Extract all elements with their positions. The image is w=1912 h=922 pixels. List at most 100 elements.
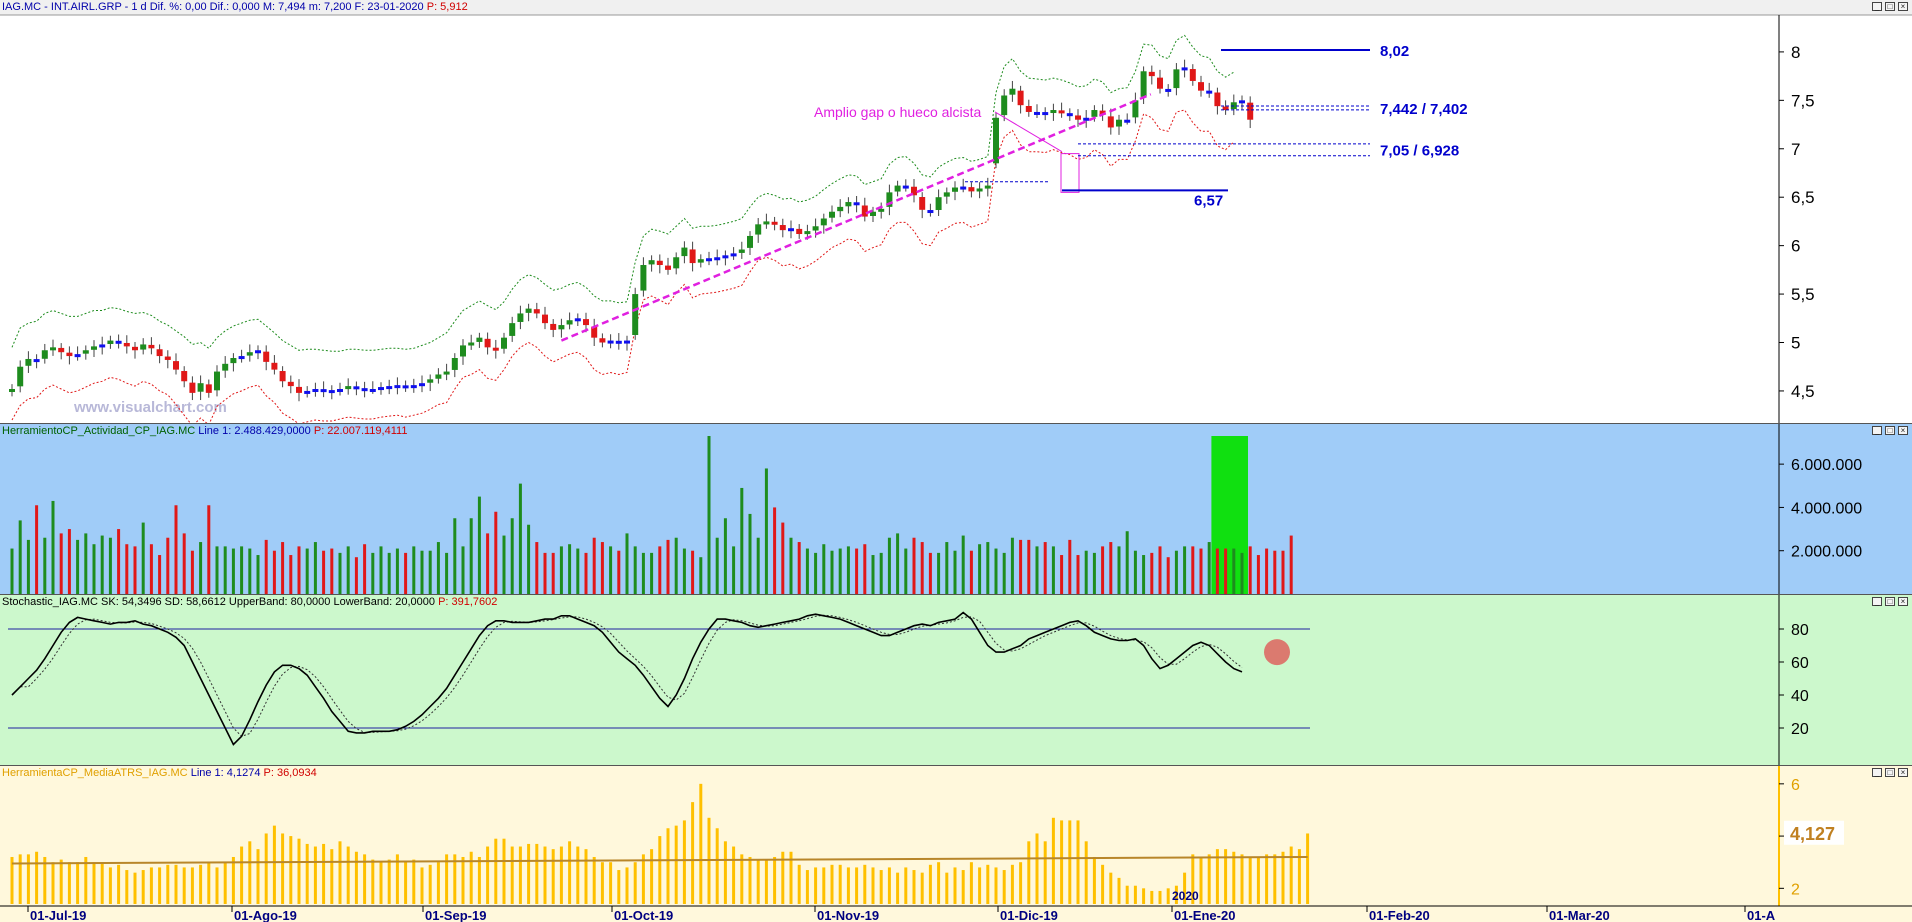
- candle: [156, 349, 163, 357]
- candle: [1058, 110, 1065, 114]
- volume-bar: [855, 548, 859, 594]
- volume-title-name: HerramientoCP_Actividad_CP_IAG.MC: [2, 425, 196, 437]
- candle: [148, 344, 155, 349]
- atr-bar: [1191, 854, 1195, 904]
- atr-bar: [272, 825, 276, 904]
- atr-title-name: HerramientaCP_MediaATRS_IAG.MC: [2, 767, 188, 779]
- stoch-sd-line: [11, 614, 1243, 737]
- minimize-icon[interactable]: _: [1872, 768, 1882, 777]
- panel-separator[interactable]: [0, 423, 1912, 424]
- atr-chart[interactable]: 2464,12701-Jul-1901-Ago-1901-Sep-1901-Oc…: [0, 766, 1912, 922]
- atr-bar: [937, 862, 941, 904]
- atr-bar: [207, 862, 211, 904]
- maximize-icon[interactable]: □: [1885, 597, 1895, 606]
- candle: [861, 205, 868, 217]
- candle: [566, 320, 573, 325]
- candle: [1206, 90, 1213, 94]
- candle: [525, 308, 532, 313]
- candle: [74, 354, 81, 358]
- minimize-icon[interactable]: _: [1872, 597, 1882, 606]
- atr-bar: [1117, 877, 1121, 904]
- volume-bar: [896, 533, 900, 594]
- atr-bar: [338, 841, 342, 904]
- atr-bar: [1101, 864, 1105, 904]
- candle: [230, 358, 237, 364]
- atr-bar: [59, 859, 63, 904]
- stochastic-chart[interactable]: 20 40 60 80: [0, 595, 1912, 765]
- panel-separator[interactable]: [0, 765, 1912, 766]
- trendline: [560, 93, 1152, 342]
- candle: [33, 359, 40, 363]
- atr-bar: [379, 862, 383, 904]
- atr-bar: [453, 854, 457, 904]
- x-tick-label: 01-Oct-19: [614, 908, 673, 922]
- close-icon[interactable]: ×: [1898, 768, 1908, 777]
- candle: [960, 186, 967, 190]
- atr-bar: [723, 841, 727, 904]
- candle: [91, 346, 97, 350]
- candle: [583, 319, 589, 326]
- price-title-period[interactable]: 1 d: [131, 1, 147, 13]
- atr-bar: [551, 849, 555, 904]
- volume-bar: [133, 546, 137, 594]
- y-tick-label: 2.000.000: [1791, 544, 1862, 561]
- candle: [665, 265, 671, 270]
- close-icon[interactable]: ×: [1898, 2, 1908, 11]
- atr-bar: [1027, 841, 1031, 904]
- price-chart[interactable]: 4,555,566,577,58www.visualchart.comAmpli…: [0, 0, 1912, 423]
- volume-bar: [166, 537, 170, 594]
- gap-callout-line: [994, 111, 1063, 153]
- candle: [1075, 115, 1081, 120]
- close-icon[interactable]: ×: [1898, 597, 1908, 606]
- panel-separator[interactable]: [0, 594, 1912, 595]
- maximize-icon[interactable]: □: [1885, 2, 1895, 11]
- atr-bar: [436, 862, 440, 904]
- atr-bar: [674, 825, 678, 904]
- candle: [911, 186, 917, 196]
- atr-bar: [658, 836, 662, 904]
- y-tick-label: 20: [1791, 721, 1809, 738]
- level-8-02-label: 8,02: [1380, 43, 1409, 60]
- volume-chart[interactable]: 2.000.000 4.000.000 6.000.000: [0, 424, 1912, 594]
- atr-bar: [1215, 849, 1219, 904]
- volume-bar: [445, 552, 449, 594]
- minimize-icon[interactable]: _: [1872, 426, 1882, 435]
- atr-bar: [1224, 849, 1228, 904]
- volume-bar: [125, 544, 129, 594]
- volume-bar: [420, 550, 424, 594]
- atr-bar: [469, 851, 473, 904]
- candle: [747, 235, 753, 248]
- price-title-symbol: IAG.MC - INT.AIRL.GRP -: [2, 1, 132, 13]
- atr-bar: [264, 833, 268, 904]
- atr-bar: [592, 856, 596, 904]
- level-7-05-label: 7,05 / 6,928: [1380, 143, 1459, 160]
- maximize-icon[interactable]: □: [1885, 426, 1895, 435]
- atr-bar: [420, 867, 424, 904]
- candle: [501, 337, 507, 349]
- volume-bar: [436, 542, 440, 594]
- volume-bar: [1174, 550, 1178, 594]
- candle: [181, 371, 188, 382]
- maximize-icon[interactable]: □: [1885, 768, 1895, 777]
- watermark: www.visualchart.com: [73, 399, 227, 416]
- atr-bar: [125, 870, 129, 904]
- volume-bar: [863, 544, 867, 594]
- atr-bar: [100, 862, 104, 904]
- candle: [845, 202, 852, 207]
- candle: [189, 382, 196, 393]
- atr-bar: [1158, 890, 1162, 904]
- candle: [1025, 105, 1032, 112]
- volume-bar: [404, 552, 408, 594]
- atr-bar: [289, 836, 293, 904]
- candle: [812, 226, 819, 231]
- close-icon[interactable]: ×: [1898, 426, 1908, 435]
- minimize-icon[interactable]: _: [1872, 2, 1882, 11]
- atr-bar: [650, 849, 654, 904]
- candle: [1239, 100, 1245, 104]
- volume-bar: [1109, 542, 1113, 594]
- volume-bar: [141, 522, 145, 594]
- atr-bar: [215, 867, 219, 904]
- candle: [222, 363, 229, 371]
- candle: [1050, 110, 1057, 114]
- atr-bar: [1068, 820, 1072, 904]
